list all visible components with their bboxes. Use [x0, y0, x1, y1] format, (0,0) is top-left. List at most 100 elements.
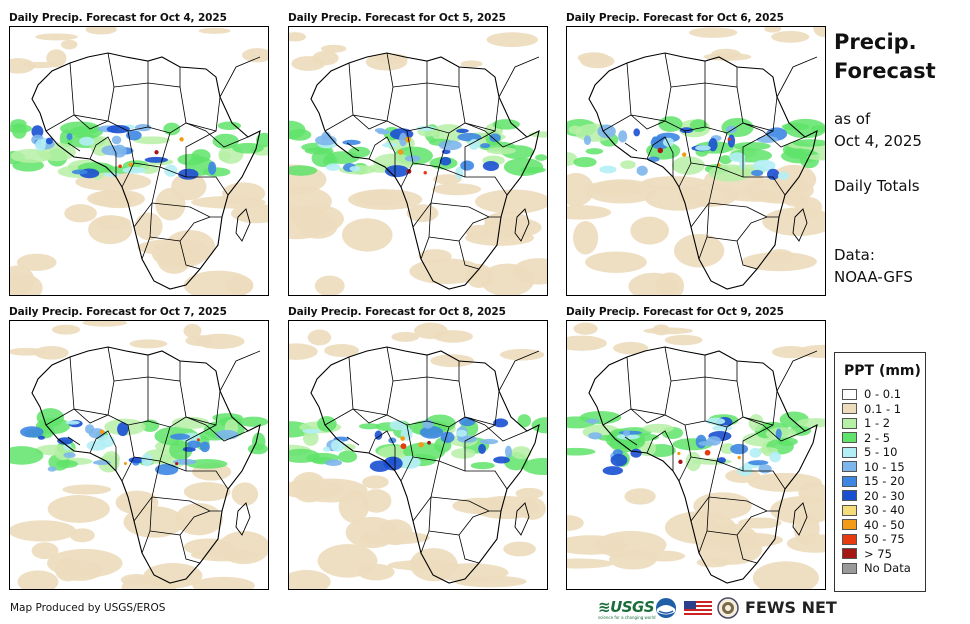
legend-item: 0.1 - 1: [842, 402, 925, 417]
intense-rain-spot: [427, 440, 431, 445]
rain-band: [780, 148, 820, 164]
rain-band: [732, 141, 771, 151]
map-drawing: [567, 27, 825, 295]
heavy-rain-cell: [717, 457, 726, 464]
heavy-rain-cell: [324, 459, 343, 467]
heavy-rain-cell: [155, 464, 179, 476]
light-precip-patch: [673, 233, 725, 268]
light-precip-patch: [503, 541, 536, 557]
heavy-rain-cell: [758, 464, 772, 474]
heavy-rain-cell: [65, 420, 80, 425]
light-precip-patch: [16, 253, 57, 271]
light-precip-patch: [51, 324, 81, 335]
intense-rain-spot: [704, 449, 711, 456]
rain-band: [238, 416, 268, 427]
heavy-rain-cell: [63, 452, 76, 459]
country-border: [159, 460, 229, 490]
legend-swatch: [842, 403, 857, 415]
panel-title: Daily Precip. Forecast for Oct 7, 2025: [9, 306, 227, 318]
light-precip-patch: [474, 189, 547, 214]
legend-swatch: [842, 432, 857, 444]
country-border: [151, 496, 222, 512]
heavy-rain-cell: [456, 128, 469, 134]
africa-precip-map: [288, 320, 548, 590]
legend-item: 0 - 0.1: [842, 387, 925, 402]
heavy-rain-cell: [172, 458, 197, 465]
heavy-rain-cell: [416, 125, 436, 132]
daily-totals-label: Daily Totals: [834, 177, 920, 195]
light-precip-patch: [361, 489, 392, 513]
arabian-coast: [219, 56, 261, 98]
as-of-block: as of Oct 4, 2025: [834, 108, 922, 152]
map-drawing: [289, 322, 547, 589]
light-precip-patch: [465, 263, 493, 288]
country-border: [438, 460, 508, 490]
heavy-rain-cell: [769, 451, 781, 463]
light-precip-patch: [567, 515, 584, 531]
legend-item: 20 - 30: [842, 489, 925, 504]
heavy-rain-cell: [388, 437, 397, 444]
legend-swatch: [842, 461, 857, 473]
light-precip-patch: [518, 497, 547, 520]
light-precip-patch: [362, 475, 389, 489]
light-precip-patch: [85, 27, 117, 35]
country-border: [45, 83, 149, 132]
light-precip-patch: [771, 345, 811, 359]
heavy-rain-cell: [111, 135, 122, 145]
country-border: [346, 430, 396, 471]
light-precip-patch: [10, 273, 43, 295]
heavy-rain-cell: [482, 161, 500, 171]
light-precip-patch: [655, 272, 685, 295]
heavy-rain-cell: [86, 440, 107, 451]
heavy-rain-cell: [616, 433, 640, 440]
light-precip-patch: [242, 48, 268, 63]
rain-band: [511, 446, 532, 460]
heavy-rain-cell: [460, 160, 475, 171]
intense-rain-spot: [727, 137, 731, 141]
legend-swatch: [842, 490, 857, 502]
intense-rain-spot: [154, 150, 159, 155]
legend-label: 50 - 75: [864, 532, 905, 547]
heavy-rain-cell: [141, 453, 153, 467]
heavy-rain-cell: [404, 155, 421, 162]
heavy-rain-cell: [35, 139, 46, 151]
light-precip-patch: [35, 33, 78, 41]
country-border: [458, 216, 490, 242]
country-border: [159, 166, 229, 196]
country-border: [113, 355, 149, 382]
heavy-rain-cell: [630, 448, 642, 458]
heavy-rain-cell: [725, 125, 737, 134]
intense-rain-spot: [405, 136, 411, 143]
country-border: [716, 166, 786, 196]
light-precip-patch: [365, 53, 408, 71]
country-border: [438, 166, 508, 196]
country-border: [324, 377, 428, 426]
light-precip-patch: [289, 32, 307, 42]
heavy-rain-cell: [47, 466, 57, 472]
light-precip-patch: [190, 548, 259, 562]
heavy-rain-cell: [330, 439, 345, 452]
light-precip-patch: [433, 174, 462, 185]
heavy-rain-cell: [623, 429, 630, 437]
light-precip-patch: [813, 27, 825, 37]
legend-item: 40 - 50: [842, 518, 925, 533]
intense-rain-spot: [123, 462, 127, 466]
country-border: [706, 530, 758, 564]
light-precip-patch: [10, 520, 77, 542]
heavy-rain-cell: [727, 134, 736, 148]
country-border: [185, 122, 249, 148]
legend-item: > 75: [842, 547, 925, 562]
country-border: [185, 424, 217, 471]
rain-band: [169, 440, 193, 460]
light-precip-patch: [307, 329, 332, 346]
heavy-rain-cell: [752, 159, 776, 172]
side-title-line1: Precip.: [834, 30, 917, 54]
country-border: [458, 380, 500, 426]
country-border: [708, 202, 779, 218]
heavy-rain-cell: [422, 419, 434, 429]
rain-band: [202, 167, 231, 177]
country-border: [742, 130, 774, 177]
light-precip-patch: [92, 189, 145, 209]
heavy-rain-cell: [647, 156, 660, 162]
country-border: [426, 67, 460, 88]
